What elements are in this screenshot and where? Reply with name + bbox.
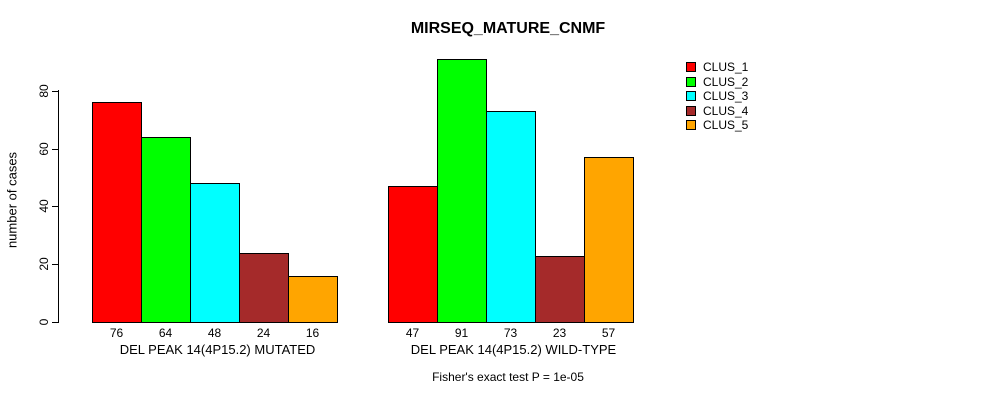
legend-entry: CLUS_1	[686, 61, 748, 73]
legend-swatch	[686, 91, 696, 101]
bar-value-label: 47	[405, 326, 420, 340]
legend-swatch	[686, 77, 696, 87]
legend-label: CLUS_3	[703, 89, 749, 103]
bar-clus_4	[535, 256, 585, 323]
legend-entry: CLUS_3	[686, 90, 748, 102]
y-tick-label: 20	[37, 257, 51, 271]
legend-swatch	[686, 62, 696, 72]
bar-value-label: 64	[158, 326, 173, 340]
bar-clus_5	[584, 157, 634, 323]
y-tick-mark	[52, 149, 59, 150]
group-label: DEL PEAK 14(4P15.2) MUTATED	[119, 342, 316, 357]
bar-value-label: 76	[109, 326, 124, 340]
y-tick-label: 0	[37, 318, 51, 326]
chart-title: MIRSEQ_MATURE_CNMF	[410, 20, 606, 37]
legend-label: CLUS_2	[703, 75, 749, 89]
bar-value-label: 48	[207, 326, 222, 340]
bar-clus_3	[486, 111, 536, 323]
bar-value-label: 23	[552, 326, 567, 340]
legend-entry: CLUS_2	[686, 76, 748, 88]
y-tick-mark	[52, 91, 59, 92]
legend-swatch	[686, 120, 696, 130]
bar-value-label: 57	[601, 326, 616, 340]
legend-entry: CLUS_5	[686, 119, 748, 131]
group-label: DEL PEAK 14(4P15.2) WILD-TYPE	[410, 342, 617, 357]
y-tick-label: 40	[37, 199, 51, 213]
bar-value-label: 16	[305, 326, 320, 340]
bar-value-label: 91	[454, 326, 469, 340]
bar-clus_4	[239, 253, 289, 323]
y-tick-mark	[52, 264, 59, 265]
legend-label: CLUS_1	[703, 60, 749, 74]
y-tick-mark	[52, 206, 59, 207]
bar-clus_2	[437, 59, 487, 323]
y-tick-mark	[52, 322, 59, 323]
bar-clus_1	[388, 186, 438, 323]
bar-clus_5	[288, 276, 338, 323]
legend-entry: CLUS_4	[686, 105, 748, 117]
y-tick-label: 60	[37, 142, 51, 156]
annotation-text: Fisher's exact test P = 1e-05	[432, 370, 584, 384]
legend-swatch	[686, 106, 696, 116]
bar-clus_2	[141, 137, 191, 323]
legend-label: CLUS_5	[703, 118, 749, 132]
y-tick-label: 80	[37, 84, 51, 98]
y-axis-label: number of cases	[4, 151, 20, 249]
bar-value-label: 24	[256, 326, 271, 340]
bar-clus_3	[190, 183, 240, 323]
bar-clus_1	[92, 102, 142, 323]
legend-label: CLUS_4	[703, 104, 749, 118]
bar-value-label: 73	[503, 326, 518, 340]
